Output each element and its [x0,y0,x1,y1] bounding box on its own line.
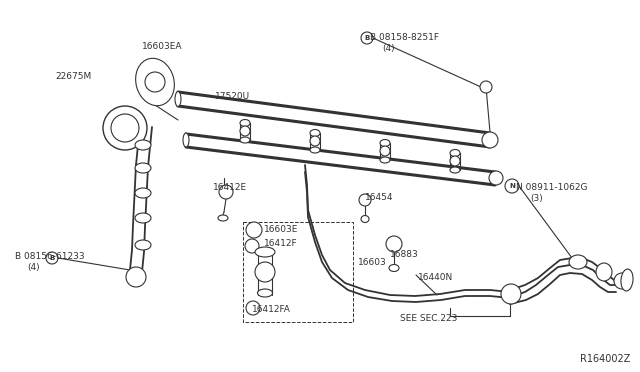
Ellipse shape [389,264,399,272]
Text: (4): (4) [27,263,40,272]
Ellipse shape [310,147,320,153]
Ellipse shape [310,129,320,137]
Circle shape [480,81,492,93]
Circle shape [145,72,165,92]
Circle shape [380,146,390,156]
Text: 16603: 16603 [358,258,387,267]
Text: N: N [509,183,515,189]
Circle shape [359,194,371,206]
Text: SEE SEC.223: SEE SEC.223 [400,314,458,323]
Circle shape [501,284,521,304]
Text: 17520U: 17520U [215,92,250,101]
Circle shape [111,114,139,142]
Ellipse shape [135,213,151,223]
Ellipse shape [621,269,633,291]
Text: R164002Z: R164002Z [580,354,630,364]
Circle shape [126,267,146,287]
Circle shape [450,156,460,166]
Ellipse shape [596,263,612,281]
Text: 16603EA: 16603EA [142,42,182,51]
Text: 16440N: 16440N [418,273,453,282]
Text: 16412FA: 16412FA [252,305,291,314]
Circle shape [219,185,233,199]
Ellipse shape [257,289,273,297]
Ellipse shape [136,58,174,106]
Ellipse shape [135,163,151,173]
Text: N 08911-1062G: N 08911-1062G [516,183,588,192]
Circle shape [505,179,519,193]
Ellipse shape [240,119,250,126]
Text: B: B [49,255,54,261]
Ellipse shape [450,150,460,157]
Circle shape [46,252,58,264]
Circle shape [361,32,373,44]
Circle shape [386,236,402,252]
Text: 16454: 16454 [365,193,394,202]
Text: 16883: 16883 [390,250,419,259]
Ellipse shape [135,188,151,198]
Ellipse shape [218,215,228,221]
Ellipse shape [135,240,151,250]
Text: (3): (3) [530,194,543,203]
Ellipse shape [450,167,460,173]
Circle shape [614,273,630,289]
Text: B 08156-61233: B 08156-61233 [15,252,84,261]
Circle shape [255,262,275,282]
Circle shape [489,171,503,185]
Circle shape [246,301,260,315]
Circle shape [310,136,320,146]
Ellipse shape [183,133,189,147]
Ellipse shape [380,140,390,147]
Circle shape [240,126,250,136]
Text: 16412E: 16412E [213,183,247,192]
Text: 16412F: 16412F [264,239,298,248]
Text: B 08158-8251F: B 08158-8251F [370,33,439,42]
Text: (4): (4) [382,44,395,53]
Circle shape [245,239,259,253]
Circle shape [246,222,262,238]
Ellipse shape [569,255,587,269]
Text: 22675M: 22675M [55,72,92,81]
Ellipse shape [175,92,181,106]
Circle shape [103,106,147,150]
Ellipse shape [380,157,390,163]
Ellipse shape [255,247,275,257]
Ellipse shape [240,137,250,143]
Text: 16603E: 16603E [264,225,298,234]
Ellipse shape [135,140,151,150]
Circle shape [482,132,498,148]
Text: B: B [364,35,370,41]
Ellipse shape [361,215,369,222]
